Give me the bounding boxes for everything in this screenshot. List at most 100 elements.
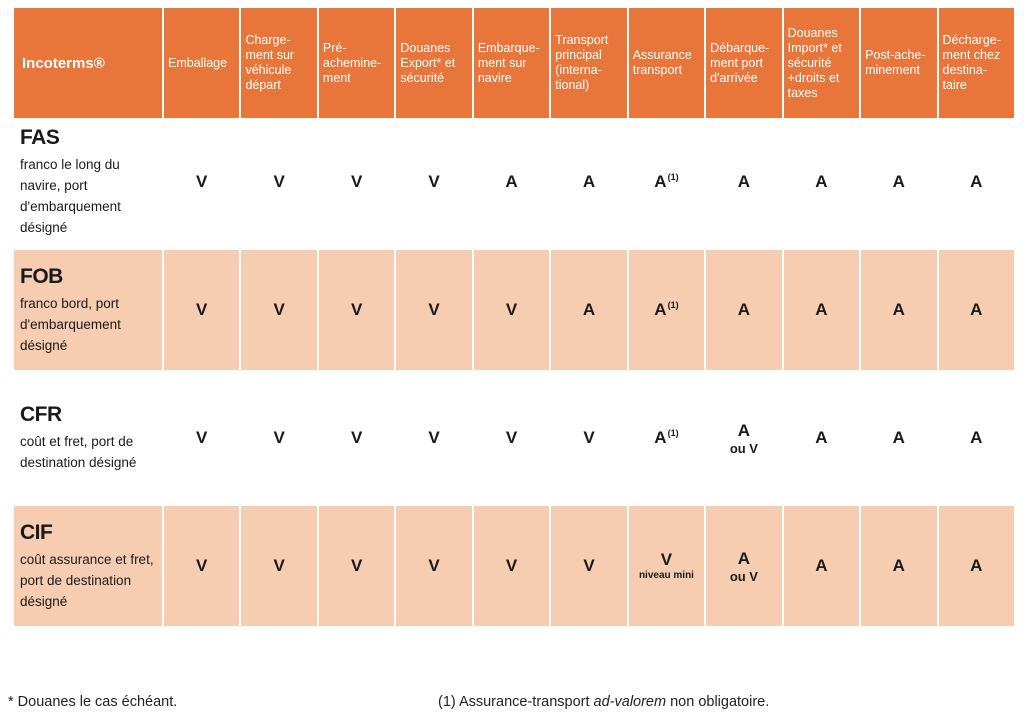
incoterms-header-cell: Incoterms® <box>14 8 162 122</box>
responsibility-cell: A <box>783 250 860 378</box>
responsibility-value: A <box>785 300 858 320</box>
table-row: FAS franco le long du navire, port d'emba… <box>14 122 1014 250</box>
responsibility-letter: A <box>654 428 667 447</box>
responsibility-letter: V <box>428 428 440 447</box>
responsibility-letter: V <box>273 300 285 319</box>
responsibility-letter: A <box>815 556 828 575</box>
responsibility-cell: V <box>164 506 240 634</box>
responsibility-value: A <box>707 549 780 569</box>
responsibility-letter: A <box>815 172 828 191</box>
responsibility-cell: V <box>551 506 627 634</box>
responsibility-cell: A(1) <box>628 250 705 378</box>
responsibility-letter: V <box>505 428 518 447</box>
responsibility-cell: A <box>938 378 1014 506</box>
responsibility-cell: A <box>783 378 860 506</box>
responsibility-value: V <box>475 428 548 448</box>
responsibility-letter: A <box>737 548 751 568</box>
incoterm-cell: FOB franco bord, port d'embarquement dési… <box>14 250 162 378</box>
responsibility-cell: V <box>318 378 395 506</box>
responsibility-value: A <box>940 428 1013 448</box>
responsibility-cell: A <box>473 122 550 250</box>
header-post-acheminement: Post-ache-minement <box>861 8 937 122</box>
responsibility-letter: A <box>737 300 751 319</box>
incoterm-description: franco bord, port d'embarquement désigné <box>20 295 121 353</box>
table-row: FOB franco bord, port d'embarquement dési… <box>14 250 1014 378</box>
responsibility-value: V <box>320 300 393 320</box>
responsibility-value: V <box>397 172 470 192</box>
responsibility-value: A <box>940 172 1013 192</box>
footnote-insurance-italic: ad-valorem <box>593 694 667 710</box>
responsibility-value: V <box>242 556 315 576</box>
responsibility-letter: V <box>350 428 363 447</box>
responsibility-cell: V <box>473 506 550 634</box>
responsibility-letter: V <box>350 172 363 191</box>
responsibility-value: V <box>552 556 625 576</box>
table-body: FAS franco le long du navire, port d'emba… <box>14 122 1014 634</box>
responsibility-cell: A(1) <box>628 378 705 506</box>
header-transport-principal: Transport principal (interna-tional) <box>551 8 627 122</box>
responsibility-letter: V <box>505 300 518 319</box>
footnote-marker: (1) <box>667 428 679 439</box>
header-douanes-export: Douanes Export* et sécurité <box>396 8 472 122</box>
incoterms-table: Incoterms® Emballage Charge-ment sur véh… <box>12 8 1016 634</box>
responsibility-cell: A <box>783 122 860 250</box>
responsibility-value: A(1) <box>630 300 703 320</box>
responsibility-value: V <box>320 556 393 576</box>
responsibility-letter: A <box>582 172 596 191</box>
responsibility-value: V <box>242 300 315 320</box>
responsibility-value: A <box>940 556 1013 576</box>
responsibility-cell: A <box>938 506 1014 634</box>
responsibility-value: A <box>785 428 858 448</box>
header-emballage: Emballage <box>164 8 240 122</box>
responsibility-value: A <box>552 300 625 320</box>
responsibility-letter: A <box>654 300 667 319</box>
responsibility-value: A <box>940 300 1013 320</box>
responsibility-value: A <box>552 172 625 192</box>
responsibility-value: V <box>397 300 470 320</box>
responsibility-letter: V <box>350 300 363 319</box>
responsibility-value: V <box>242 428 315 448</box>
responsibility-value: V <box>165 428 238 448</box>
responsibility-cell: V <box>396 122 472 250</box>
responsibility-value: V <box>630 550 703 570</box>
responsibility-cell: V <box>551 378 627 506</box>
responsibility-letter: V <box>273 172 285 191</box>
responsibility-cell: V <box>164 378 240 506</box>
responsibility-letter: V <box>660 550 673 569</box>
responsibility-letter: A <box>654 172 667 191</box>
responsibility-cell: V <box>241 506 317 634</box>
responsibility-value: A <box>475 172 548 192</box>
footnote-marker: (1) <box>667 300 679 311</box>
header-chargement: Charge-ment sur véhicule départ <box>241 8 317 122</box>
footnote-customs: * Douanes le cas échéant. <box>8 694 178 710</box>
responsibility-letter: A <box>970 300 983 319</box>
responsibility-value: V <box>242 172 315 192</box>
responsibility-note: ou V <box>729 440 758 456</box>
table-row: CFR coût et fret, port de destination dés… <box>14 378 1014 506</box>
responsibility-letter: A <box>970 556 983 575</box>
responsibility-value: V <box>475 300 548 320</box>
responsibility-cell: A <box>861 122 937 250</box>
responsibility-value: A <box>862 556 935 576</box>
table-row: CIF coût assurance et fret, port de desti… <box>14 506 1014 634</box>
incoterm-description: coût et fret, port de destination désign… <box>20 434 137 470</box>
incoterm-cell: CFR coût et fret, port de destination dés… <box>14 378 162 506</box>
responsibility-letter: A <box>505 172 518 191</box>
responsibility-cell: A <box>861 250 937 378</box>
header-douanes-import: Douanes Import* et sécurité +droits et t… <box>783 8 860 122</box>
responsibility-letter: V <box>273 556 285 575</box>
responsibility-cell: V <box>164 250 240 378</box>
responsibility-value: V <box>397 556 470 576</box>
responsibility-value: A(1) <box>630 172 703 192</box>
footnote-insurance: (1) Assurance-transport ad-valorem non o… <box>438 694 769 710</box>
responsibility-cell: V <box>241 122 317 250</box>
responsibility-cell: A <box>861 506 937 634</box>
incoterm-code: FAS <box>20 126 60 149</box>
header-row: Incoterms® Emballage Charge-ment sur véh… <box>14 8 1014 122</box>
responsibility-value: A <box>707 300 780 320</box>
responsibility-letter: A <box>737 420 751 440</box>
incoterm-cell: CIF coût assurance et fret, port de desti… <box>14 506 162 634</box>
responsibility-letter: V <box>196 172 208 191</box>
responsibility-cell: V <box>318 250 395 378</box>
